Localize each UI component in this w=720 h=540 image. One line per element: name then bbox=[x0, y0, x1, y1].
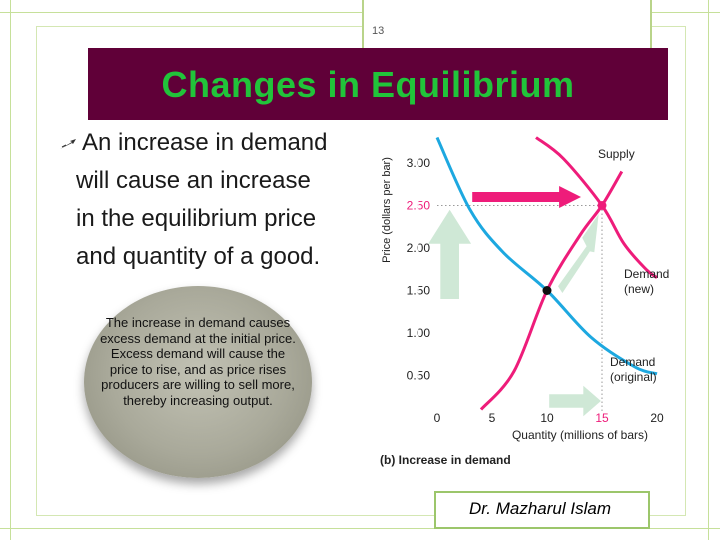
price-rise-arrow bbox=[428, 209, 472, 299]
equilibrium-chart: Price (dollars per bar) 0.501.001.502.00… bbox=[380, 136, 669, 467]
x-tick-label: 15 bbox=[595, 411, 609, 425]
bullet-icon bbox=[60, 139, 76, 149]
quantity-rise-arrow bbox=[549, 385, 601, 417]
original-equilibrium-point bbox=[542, 286, 552, 295]
y-axis-label: Price (dollars per bar) bbox=[381, 157, 393, 263]
decor-line bbox=[0, 528, 720, 529]
x-tick-label: 5 bbox=[489, 411, 496, 425]
new-equilibrium-point bbox=[597, 201, 607, 210]
x-tick-label: 10 bbox=[540, 411, 554, 425]
x-tick-label: 20 bbox=[650, 411, 664, 425]
supply-move-arrow bbox=[558, 214, 599, 294]
page-number: 13 bbox=[372, 25, 385, 37]
author-name: Dr. Mazharul Islam bbox=[468, 499, 611, 518]
x-axis-label: Quantity (millions of bars) bbox=[512, 428, 648, 442]
demand-new-label: Demand bbox=[624, 267, 669, 281]
title-bar bbox=[88, 48, 668, 120]
decor-line bbox=[0, 12, 720, 13]
demand-original-curve bbox=[435, 136, 658, 376]
callout-text: The increase in demand causes excess dem… bbox=[100, 315, 296, 408]
supply-label: Supply bbox=[598, 147, 635, 161]
chart-caption: (b) Increase in demand bbox=[380, 453, 511, 467]
bullet-line: An increase in demand bbox=[82, 129, 328, 156]
bullet-line: in the equilibrium price bbox=[76, 205, 317, 232]
demand-new-label: (new) bbox=[624, 282, 654, 296]
demand-original-label: Demand bbox=[610, 355, 655, 369]
bullet-line: will cause an increase bbox=[76, 167, 311, 194]
decor-line bbox=[708, 0, 709, 540]
demand-original-label: (original) bbox=[610, 370, 657, 384]
slide-title: Changes in Equilibrium bbox=[161, 64, 575, 105]
demand-new-curve bbox=[535, 136, 658, 279]
bullet-text: An increase in demand will cause an incr… bbox=[76, 124, 376, 276]
x-tick-label: 0 bbox=[434, 411, 441, 425]
page-number-box bbox=[362, 0, 652, 52]
callout-oval bbox=[84, 286, 312, 478]
decor-line bbox=[10, 0, 11, 540]
bullet-line: and quantity of a good. bbox=[76, 243, 321, 270]
author-box bbox=[434, 491, 650, 529]
